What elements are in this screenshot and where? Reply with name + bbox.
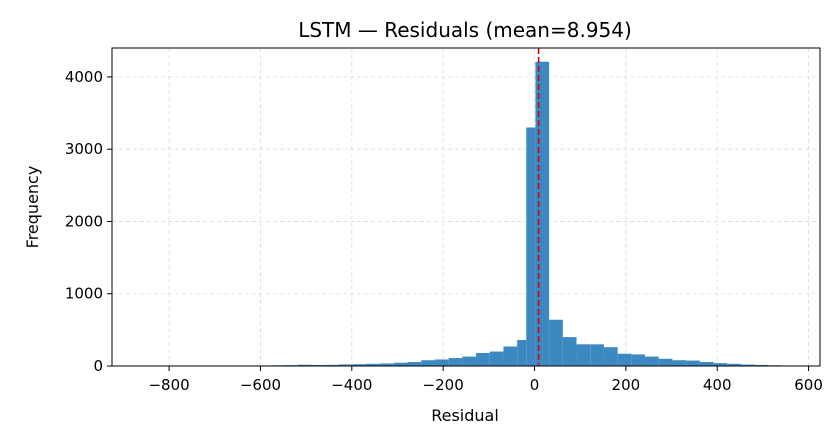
histogram-bar [517,339,527,366]
histogram-bar [727,363,741,366]
histogram-bar [325,364,340,366]
x-tick-label: 400 [703,376,732,394]
histogram-bar [489,351,504,366]
y-tick-label: 1000 [65,285,103,303]
histogram-bar [699,362,714,366]
histogram-bar [339,364,353,366]
x-tick-label: −600 [240,376,281,394]
histogram-bar [434,359,449,366]
histogram-bar [686,360,700,366]
y-tick-label: 0 [93,357,103,375]
grid-lines [112,48,820,367]
histogram-bar [576,344,591,366]
y-tick-label: 3000 [65,140,103,158]
histogram-bar [366,363,381,366]
x-tick-label: 0 [530,376,540,394]
y-axis-ticks: 0 1000 2000 3000 4000 [65,68,112,375]
histogram-bar [631,354,646,366]
histogram-bars [133,61,810,367]
histogram-bar [526,127,536,366]
histogram-bar [590,344,604,366]
histogram-bar [393,362,408,366]
y-axis-label: Frequency [23,166,42,249]
x-tick-label: −400 [331,376,372,394]
x-tick-label: 200 [612,376,641,394]
histogram-bar [617,353,632,366]
x-tick-label: −200 [423,376,464,394]
histogram-bar [672,360,687,366]
histogram-bar [549,319,563,366]
histogram-bar [476,352,490,366]
histogram-bar [754,364,769,366]
histogram-bar [407,362,422,366]
y-tick-label: 4000 [65,68,103,86]
histogram-bar [562,337,577,366]
histogram-bar [713,363,728,366]
histogram-bar [311,364,326,366]
histogram-bar [535,61,550,367]
x-axis-label: Residual [431,406,499,425]
histogram-bar [462,356,477,366]
histogram-bar [380,363,394,366]
chart-title: LSTM — Residuals (mean=8.954) [298,18,632,42]
plot-frame [111,47,821,367]
histogram-bar [421,360,435,366]
y-tick-label: 2000 [65,212,103,230]
x-axis-ticks: −800 −600 −400 −200 0 200 400 600 [148,366,823,394]
x-tick-label: 600 [794,376,823,394]
histogram-bar [503,346,518,366]
histogram-bar [297,364,312,366]
histogram-bar [603,347,618,366]
x-tick-label: −800 [148,376,189,394]
histogram-bar [352,364,367,366]
histogram-bar [645,356,659,366]
histogram-bar [740,364,755,366]
histogram-bar [448,358,463,366]
histogram-bar [658,358,673,366]
